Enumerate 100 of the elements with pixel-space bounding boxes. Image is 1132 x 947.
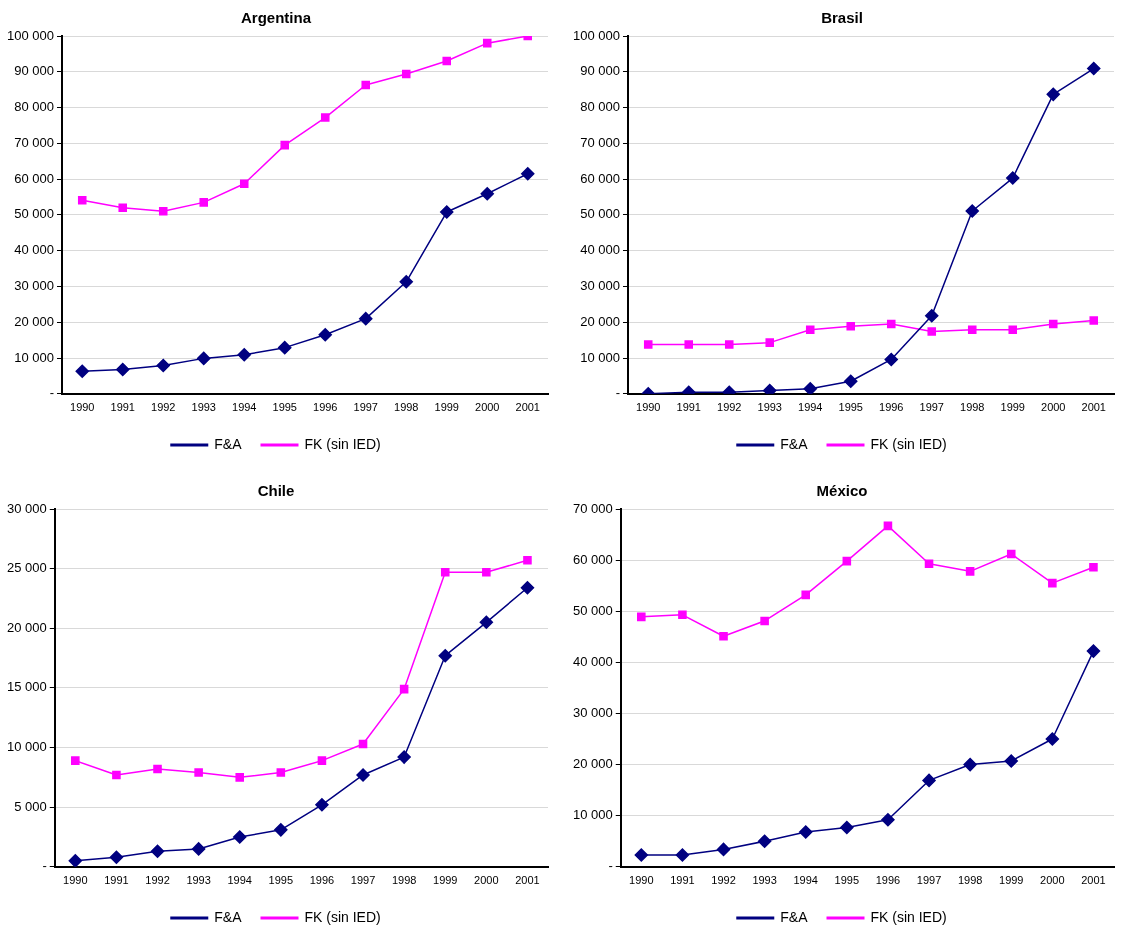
x-tick-label: 2001 (515, 874, 540, 887)
y-tick-label: 90 000 (14, 63, 54, 79)
point (320, 113, 330, 122)
y-tick-label: 20 000 (580, 313, 620, 329)
point (440, 567, 450, 577)
x-tick-label: 1994 (232, 401, 257, 414)
y-tick-label: 5 000 (14, 798, 47, 814)
y-tick-label: 40 000 (580, 242, 620, 258)
point (196, 351, 211, 366)
x-tick-label: 1990 (636, 401, 661, 414)
x-tick-label: 1996 (875, 874, 901, 887)
y-tick-label: 80 000 (580, 99, 620, 115)
point (846, 321, 856, 331)
point (922, 773, 936, 788)
x-tick-label: 1996 (313, 401, 338, 414)
legend-label: FK (sin IED) (870, 908, 947, 925)
point (757, 834, 772, 848)
y-tick-label: 50 000 (14, 206, 54, 222)
point (684, 340, 694, 349)
point (798, 825, 813, 839)
y-tick-label: 30 000 (573, 705, 613, 721)
y-tick-label: 70 000 (573, 500, 613, 516)
x-tick-label: 1997 (350, 874, 376, 887)
point (634, 848, 649, 862)
point (523, 556, 532, 565)
y-tick-label: 40 000 (14, 242, 54, 258)
point (158, 207, 168, 216)
legend-label: F&A (780, 435, 809, 452)
y-tick-label: 100 000 (572, 27, 620, 43)
point (75, 364, 89, 379)
point (678, 610, 687, 620)
x-tick-label: 1991 (110, 401, 135, 414)
point (482, 567, 491, 577)
point (68, 854, 83, 867)
point (965, 567, 975, 576)
x-tick-label: 1991 (676, 401, 701, 414)
point (77, 195, 87, 205)
point (356, 768, 370, 782)
y-tick-label: 10 000 (580, 349, 620, 365)
point (1086, 644, 1101, 658)
point (1008, 325, 1018, 335)
point (881, 813, 895, 827)
x-tick-label: 2000 (1041, 401, 1066, 414)
point (315, 798, 329, 812)
x-tick-label: 1998 (391, 874, 417, 887)
point (440, 205, 454, 219)
point (280, 140, 290, 150)
point (1089, 562, 1098, 572)
x-tick-label: 1992 (151, 401, 176, 414)
point (844, 374, 858, 389)
x-tick-label: 1995 (268, 874, 294, 887)
y-tick-label: 15 000 (7, 679, 47, 695)
y-tick-label: - (42, 858, 47, 874)
point (276, 768, 286, 777)
x-tick-label: 2001 (1081, 401, 1106, 414)
point (842, 556, 852, 566)
point (399, 275, 413, 289)
point (963, 757, 977, 772)
x-tick-label: 2001 (1081, 874, 1106, 887)
legend-label: FK (sin IED) (304, 908, 381, 925)
point (237, 348, 251, 362)
x-tick-label: 1998 (957, 874, 983, 887)
point (318, 328, 332, 342)
point (1048, 319, 1058, 329)
point (1045, 732, 1060, 746)
legend-label: FK (sin IED) (870, 435, 947, 452)
point (191, 842, 206, 856)
y-tick-label: 60 000 (573, 551, 613, 567)
x-tick-label: 1995 (834, 874, 860, 887)
point (884, 352, 898, 367)
x-tick-label: 1993 (191, 401, 216, 414)
y-tick-label: 20 000 (573, 756, 613, 772)
point (480, 187, 494, 201)
point (199, 198, 209, 207)
x-tick-label: 1998 (394, 401, 419, 414)
y-tick-label: 80 000 (14, 99, 54, 115)
y-tick-label: 70 000 (14, 134, 54, 150)
legend-label: FK (sin IED) (304, 435, 381, 452)
x-tick-label: 1992 (717, 401, 742, 414)
point (637, 612, 646, 622)
point (274, 823, 288, 837)
point (361, 80, 371, 90)
x-tick-label: 1990 (70, 401, 95, 414)
point (438, 648, 452, 663)
point (118, 203, 128, 213)
point (317, 756, 327, 765)
x-tick-label: 1990 (63, 874, 88, 887)
point (1006, 549, 1016, 559)
x-tick-label: 1997 (916, 874, 942, 887)
x-tick-label: 1991 (670, 874, 695, 887)
point (924, 559, 934, 568)
x-tick-label: 2000 (475, 401, 500, 414)
x-tick-label: 2000 (1040, 874, 1065, 887)
y-tick-label: 90 000 (580, 63, 620, 79)
point (967, 325, 977, 335)
x-tick-label: 1998 (960, 401, 985, 414)
point (359, 311, 373, 326)
y-tick-label: 20 000 (7, 619, 47, 635)
y-tick-label: 10 000 (14, 349, 54, 365)
x-tick-label: 1994 (798, 401, 823, 414)
